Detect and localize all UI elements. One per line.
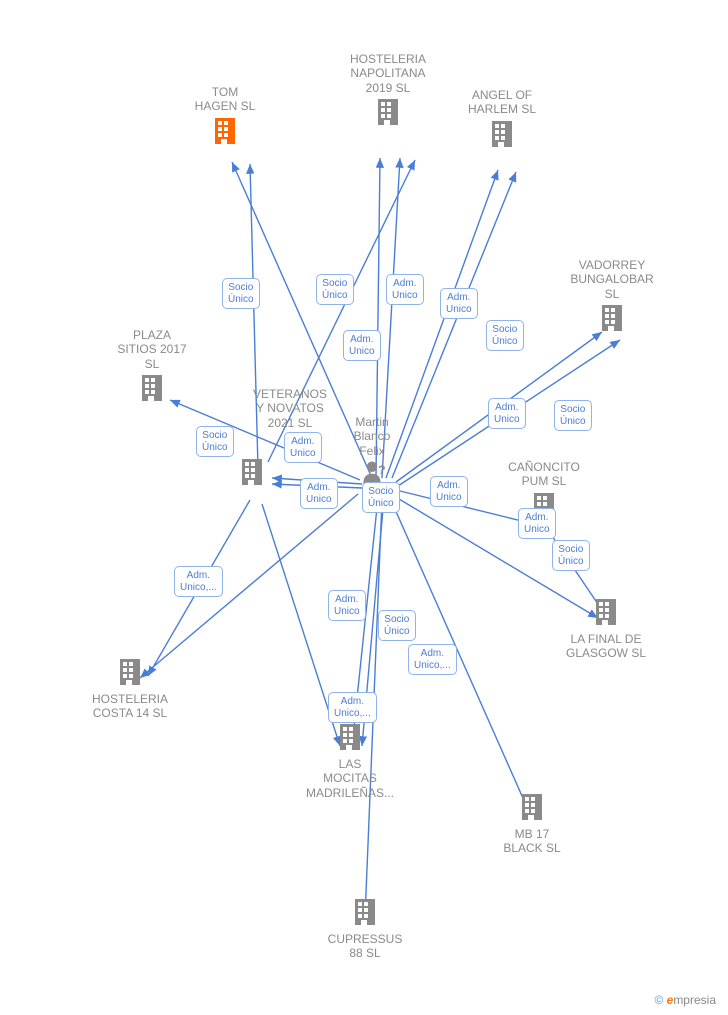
company-label: VADORREYBUNGALOBARSL xyxy=(562,258,662,301)
edge-label: Adm.Unico xyxy=(430,476,468,507)
company-node[interactable]: PLAZASITIOS 2017SL xyxy=(102,328,202,408)
company-label: MB 17BLACK SL xyxy=(482,827,582,856)
building-icon xyxy=(114,655,146,692)
company-label: LA FINAL DEGLASGOW SL xyxy=(556,632,656,661)
company-node[interactable]: LASMOCITASMADRILEÑAS... xyxy=(300,720,400,800)
edge-label: Adm.Unico xyxy=(488,398,526,429)
company-node[interactable]: TOMHAGEN SL xyxy=(175,85,275,151)
building-icon xyxy=(516,790,548,827)
edge-label: Adm.Unico,... xyxy=(328,692,377,723)
copyright-symbol: © xyxy=(654,993,663,1007)
footer-credit: © empresia xyxy=(654,993,716,1007)
edge-label: Adm.Unico xyxy=(284,432,322,463)
edge-label: Adm.Unico xyxy=(518,508,556,539)
company-node[interactable]: HOSTELERIACOSTA 14 SL xyxy=(80,655,180,721)
edge-label: SocioÚnico xyxy=(222,278,260,309)
building-icon xyxy=(486,117,518,154)
company-node[interactable]: HOSTELERIANAPOLITANA2019 SL xyxy=(338,52,438,132)
network-diagram: TOMHAGEN SL HOSTELERIANAPOLITANA2019 SL … xyxy=(0,0,728,1015)
company-label: PLAZASITIOS 2017SL xyxy=(102,328,202,371)
company-label: VETERANOSY NOVATOS2021 SL xyxy=(240,387,340,430)
company-node[interactable]: LA FINAL DEGLASGOW SL xyxy=(556,595,656,661)
person-node[interactable]: MartinBlancoFelix ? xyxy=(332,415,412,491)
person-label: MartinBlancoFelix xyxy=(332,415,412,458)
building-icon xyxy=(136,371,168,408)
company-node[interactable]: MB 17BLACK SL xyxy=(482,790,582,856)
company-label: CAÑONCITOPUM SL xyxy=(494,460,594,489)
edge-line xyxy=(140,494,358,678)
brand-rest: mpresia xyxy=(673,993,716,1007)
edge-label: Adm.Unico xyxy=(440,288,478,319)
building-icon xyxy=(372,95,404,132)
building-icon xyxy=(349,895,381,932)
edge-label: SocioÚnico xyxy=(486,320,524,351)
edge-label: Adm.Unico,... xyxy=(408,644,457,675)
edge-label: Adm.Unico,... xyxy=(174,566,223,597)
edge-label: SocioÚnico xyxy=(378,610,416,641)
edge-label: SocioÚnico xyxy=(552,540,590,571)
company-node[interactable]: ANGEL OFHARLEM SL xyxy=(452,88,552,154)
svg-text:?: ? xyxy=(378,463,385,477)
company-node[interactable]: VADORREYBUNGALOBARSL xyxy=(562,258,662,338)
edge-label: Adm.Unico xyxy=(386,274,424,305)
building-icon xyxy=(334,720,366,757)
company-label: TOMHAGEN SL xyxy=(175,85,275,114)
company-label: CUPRESSUS88 SL xyxy=(315,932,415,961)
edge-label: SocioÚnico xyxy=(362,482,400,513)
building-icon xyxy=(236,455,268,492)
edge-label: SocioÚnico xyxy=(554,400,592,431)
company-node[interactable]: CUPRESSUS88 SL xyxy=(315,895,415,961)
building-icon xyxy=(590,595,622,632)
edge-label: Adm.Unico xyxy=(300,478,338,509)
company-label: LASMOCITASMADRILEÑAS... xyxy=(300,757,400,800)
edge-label: Adm.Unico xyxy=(328,590,366,621)
company-label: HOSTELERIACOSTA 14 SL xyxy=(80,692,180,721)
edge-label: Adm.Unico xyxy=(343,330,381,361)
edge-label: SocioÚnico xyxy=(196,426,234,457)
building-icon xyxy=(209,114,241,151)
company-label: ANGEL OFHARLEM SL xyxy=(452,88,552,117)
building-icon xyxy=(596,301,628,338)
edge-label: SocioÚnico xyxy=(316,274,354,305)
company-label: HOSTELERIANAPOLITANA2019 SL xyxy=(338,52,438,95)
